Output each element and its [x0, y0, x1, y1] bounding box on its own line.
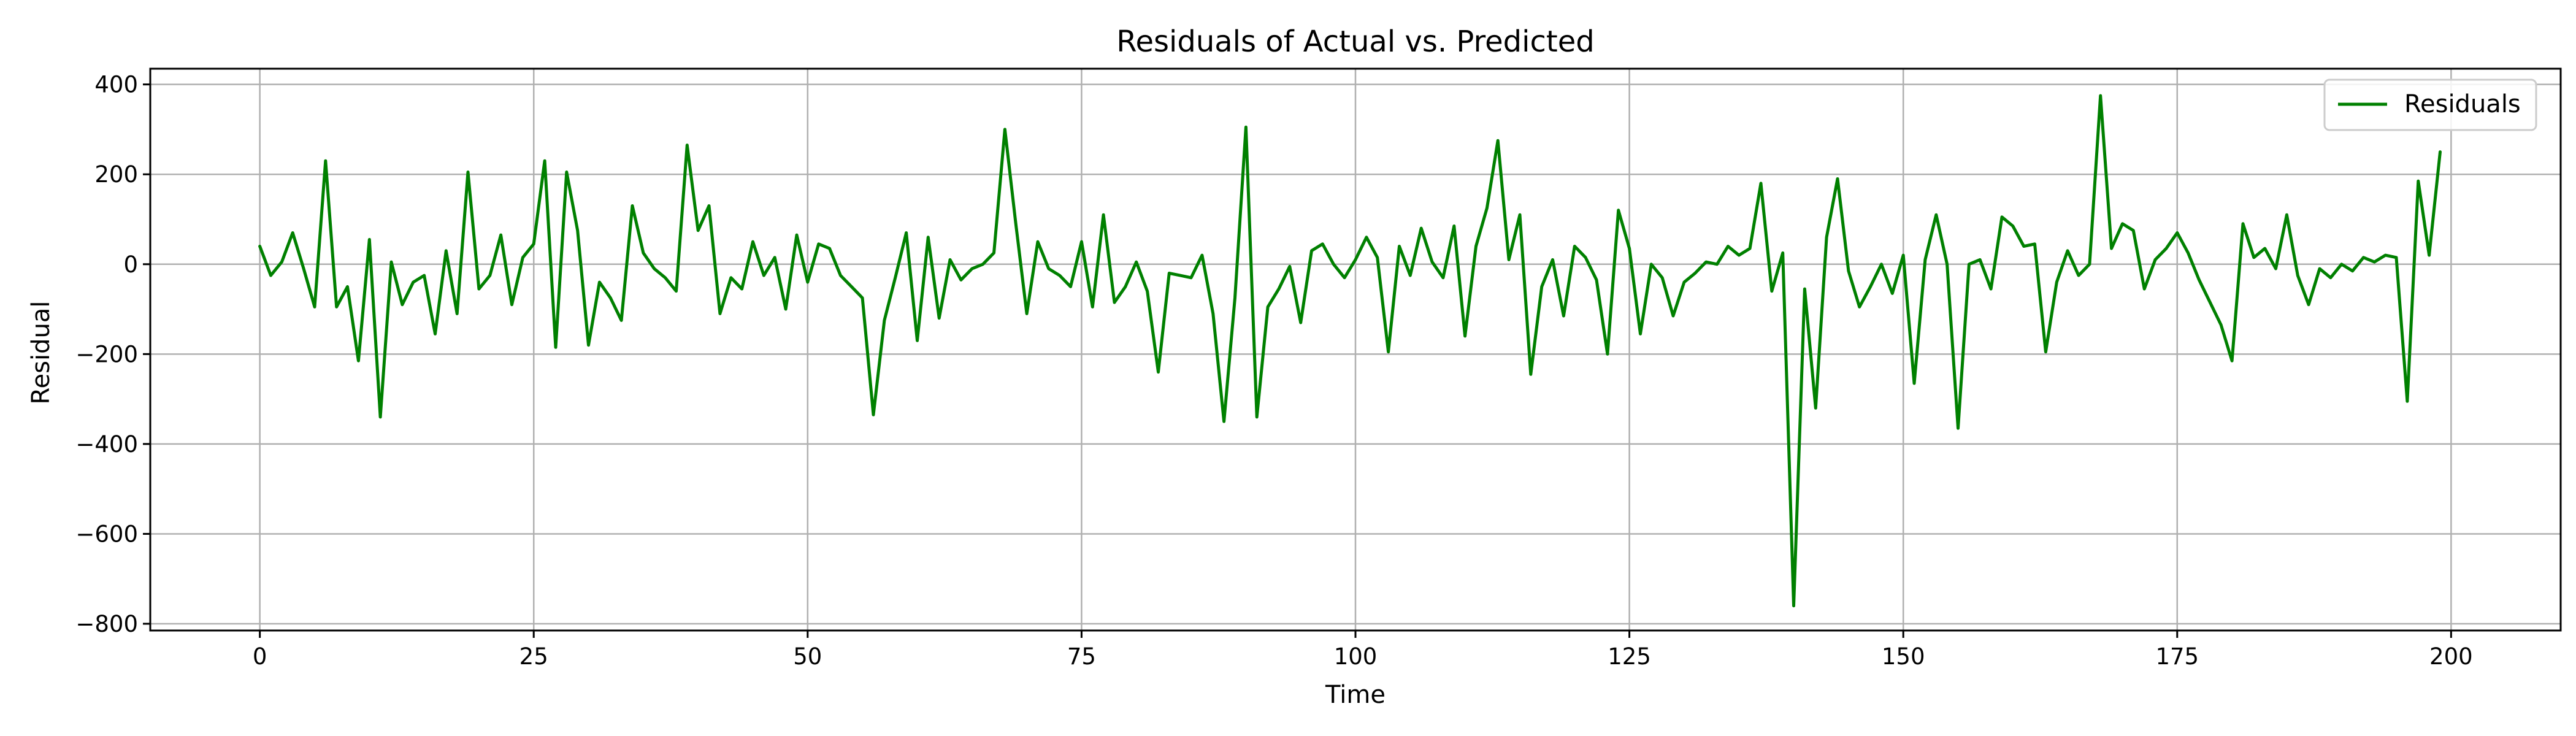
y-tick-label: −600: [75, 521, 138, 547]
x-tick-label: 125: [1608, 643, 1651, 670]
x-axis-label: Time: [1325, 681, 1386, 709]
y-tick-label: −200: [75, 341, 138, 367]
series-line-residuals: [258, 94, 2442, 608]
x-axis: 0 25 50 75 100 125 150 175 200: [253, 631, 2473, 670]
series-layer: [258, 94, 2442, 608]
y-axis-label: Residual: [27, 301, 55, 405]
y-tick-label: −800: [75, 611, 138, 637]
legend: Residuals: [2323, 79, 2537, 131]
y-axis: −800 −600 −400 −200 0 200 400: [75, 72, 150, 637]
y-tick-label: −400: [75, 431, 138, 458]
chart-title: Residuals of Actual vs. Predicted: [1116, 25, 1594, 59]
x-tick-label: 25: [519, 643, 548, 670]
y-tick-label: 200: [94, 161, 138, 188]
x-tick-label: 50: [793, 643, 822, 670]
x-tick-label: 100: [1334, 643, 1378, 670]
y-tick-label: 0: [123, 251, 138, 278]
x-tick-label: 175: [2155, 643, 2199, 670]
legend-box: [2323, 79, 2537, 131]
x-tick-label: 200: [2429, 643, 2473, 670]
x-tick-label: 75: [1067, 643, 1096, 670]
x-tick-label: 0: [253, 643, 267, 670]
legend-label-residuals: Residuals: [2404, 90, 2521, 118]
y-tick-label: 400: [94, 72, 138, 98]
x-tick-label: 150: [1882, 643, 1925, 670]
